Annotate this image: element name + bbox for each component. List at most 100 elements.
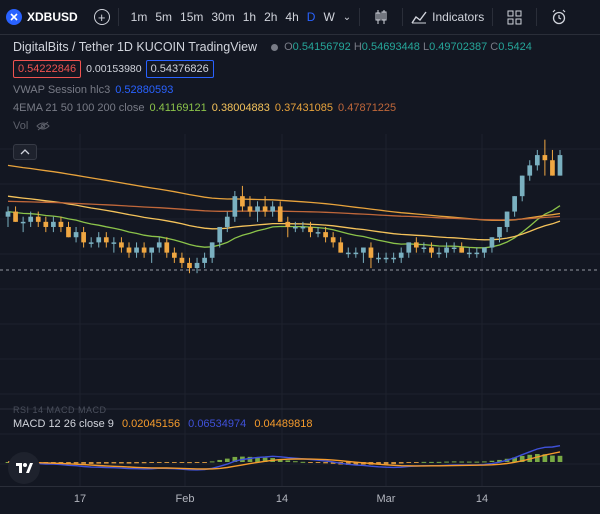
candle: [285, 221, 291, 227]
macd-histogram-bar: [429, 461, 434, 463]
symbol-name: XDBUSD: [27, 10, 78, 24]
candle: [179, 257, 185, 263]
timeframe-d[interactable]: D: [306, 10, 316, 24]
macd-histogram-bar: [376, 462, 381, 465]
candle: [557, 155, 563, 176]
legend-title: DigitalBits / Tether 1D KUCOIN TradingVi…: [13, 40, 258, 54]
macd-value: 0.06534974: [188, 418, 247, 430]
alert-clock-icon[interactable]: [551, 9, 567, 25]
macd-histogram-bar: [96, 462, 102, 464]
time-axis[interactable]: 17 Feb 14 Mar 14: [0, 486, 600, 514]
candle: [88, 242, 94, 244]
sell-price-box[interactable]: 0.54222846: [13, 60, 82, 78]
layout-grid-icon[interactable]: [507, 10, 522, 25]
ema-indicator[interactable]: 4EMA 21 50 100 200 close 0.41169121 0.38…: [13, 102, 397, 114]
eye-hidden-icon[interactable]: [36, 121, 51, 131]
timeframe-5m[interactable]: 5m: [155, 10, 173, 24]
candle: [270, 206, 276, 212]
macd-histogram-bar: [398, 462, 404, 464]
candle: [292, 226, 298, 229]
macd-histogram-bar: [323, 462, 328, 464]
macd-histogram-bar: [73, 462, 79, 464]
candle: [512, 196, 517, 212]
macd-histogram-bar: [209, 461, 215, 463]
macd-histogram-bar: [353, 462, 359, 465]
indicators-button[interactable]: Indicators: [411, 10, 484, 24]
candle: [35, 216, 41, 222]
macd-histogram-bar: [406, 462, 412, 463]
chevron-down-icon[interactable]: ⌄: [342, 11, 352, 23]
macd-histogram-bar: [474, 461, 480, 463]
toolbar-divider: [402, 8, 404, 26]
macd-histogram-bar: [330, 462, 336, 464]
candle: [323, 232, 328, 238]
tradingview-logo-icon[interactable]: [8, 452, 40, 484]
macd-histogram-bar: [179, 462, 185, 463]
macd-histogram-bar: [489, 460, 495, 462]
spread-value: 0.00153980: [86, 63, 142, 75]
candle: [51, 221, 56, 227]
candle: [81, 232, 86, 243]
compare-add-button[interactable]: +: [93, 9, 110, 25]
macd-histogram-bar: [277, 459, 283, 462]
volume-indicator[interactable]: Vol: [13, 120, 532, 132]
candle: [13, 211, 18, 222]
collapse-legend-button[interactable]: [13, 144, 37, 160]
price-chart[interactable]: [0, 34, 600, 486]
toolbar-divider: [117, 8, 119, 26]
macd-histogram-bar: [255, 457, 260, 462]
macd-histogram-bar: [421, 461, 427, 463]
macd-histogram-bar: [413, 462, 419, 463]
candle: [20, 221, 26, 224]
buy-price-box[interactable]: 0.54376826: [145, 60, 214, 78]
candle: [247, 206, 253, 212]
candle: [489, 237, 495, 248]
candle: [28, 216, 34, 222]
candle: [466, 252, 472, 255]
macd-histogram-bar: [232, 456, 238, 462]
macd-histogram-bar: [444, 461, 449, 463]
vwap-value: 0.52880593: [115, 84, 174, 96]
macd-histogram-bar: [149, 462, 155, 463]
candle: [58, 221, 64, 227]
candle: [103, 237, 109, 243]
timeframe-4h[interactable]: 4h: [285, 10, 299, 24]
timeframe-30m[interactable]: 30m: [211, 10, 235, 24]
candle-style-icon[interactable]: [374, 9, 388, 25]
candle: [429, 247, 434, 253]
time-axis-label: 17: [73, 493, 87, 505]
macd-histogram-bar: [103, 462, 109, 464]
candle: [330, 237, 336, 243]
macd-histogram-bar: [542, 454, 548, 462]
macd-histogram-bar: [224, 458, 230, 462]
macd-indicator[interactable]: MACD 12 26 close 9 0.02045156 0.06534974…: [13, 418, 313, 430]
macd-histogram-bar: [315, 462, 321, 463]
chart-grid: [0, 134, 600, 486]
macd-histogram-bar: [262, 457, 268, 462]
ema200-line: [7, 200, 561, 221]
candle: [550, 160, 555, 176]
candle: [527, 165, 533, 176]
timeframe-2h[interactable]: 2h: [264, 10, 278, 24]
timeframe-15m[interactable]: 15m: [180, 10, 204, 24]
timeframe-1m[interactable]: 1m: [130, 10, 148, 24]
timeframe-w[interactable]: W: [323, 10, 335, 24]
candle: [172, 252, 177, 258]
candle: [119, 242, 124, 248]
macd-histogram-bar: [202, 462, 207, 463]
timeframe-1h[interactable]: 1h: [242, 10, 257, 24]
candle: [277, 206, 283, 222]
macd-histogram-bar: [345, 462, 351, 465]
macd-histogram-bar: [557, 455, 563, 462]
candle: [126, 247, 132, 253]
candle: [542, 155, 548, 161]
candle: [156, 242, 162, 248]
ema100-line: [7, 164, 561, 222]
symbol-search[interactable]: XDBUSD: [0, 9, 78, 25]
macd-histogram-bar: [217, 459, 223, 462]
macd-histogram-bar: [436, 461, 442, 463]
vwap-indicator[interactable]: VWAP Session hlc3 0.52880593: [13, 84, 174, 96]
macd-histogram-bar: [391, 462, 396, 465]
macd-histogram-bar: [141, 462, 147, 464]
candle: [436, 252, 442, 255]
